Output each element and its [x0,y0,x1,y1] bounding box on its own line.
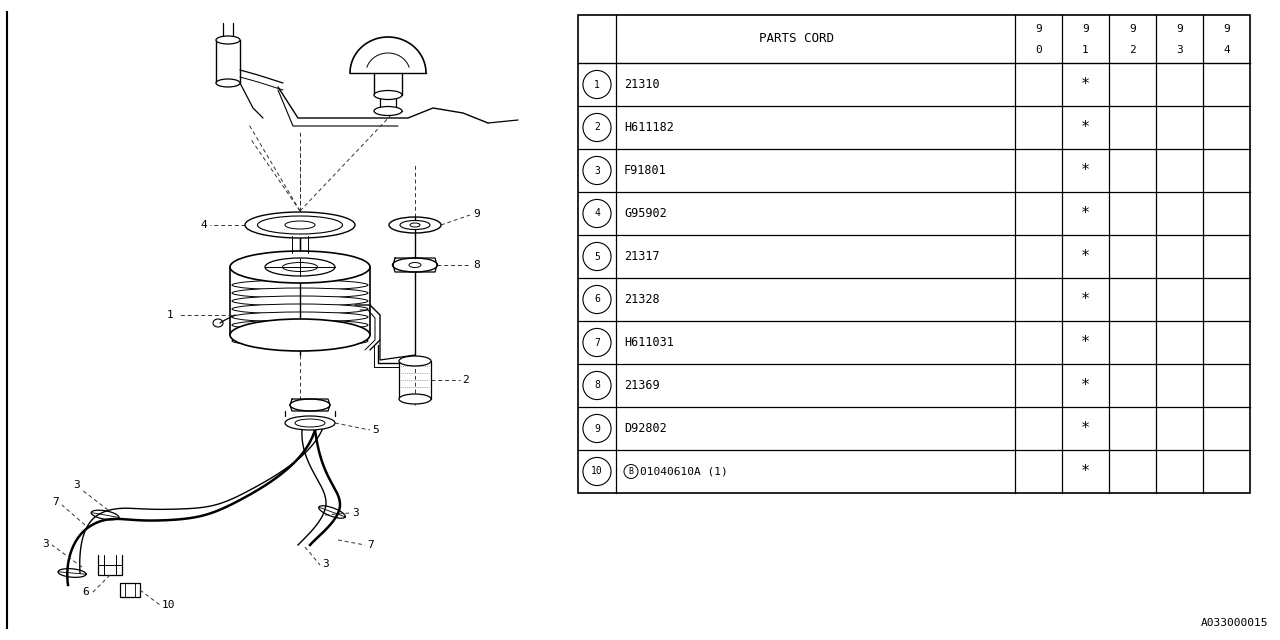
Text: 9: 9 [594,424,600,433]
Ellipse shape [399,394,431,404]
Text: 21317: 21317 [625,250,659,263]
Text: *: * [1080,378,1091,393]
Text: 9: 9 [1129,24,1135,35]
Text: 3: 3 [73,480,79,490]
Ellipse shape [374,106,402,115]
Bar [579,15,1251,493]
Text: 9: 9 [474,209,480,219]
Text: F91801: F91801 [625,164,667,177]
Text: 6: 6 [594,294,600,305]
Ellipse shape [232,304,369,314]
Text: 21328: 21328 [625,293,659,306]
Text: 10: 10 [591,467,603,477]
Text: 9: 9 [1082,24,1089,35]
Ellipse shape [399,221,430,230]
Text: *: * [1080,206,1091,221]
Text: 21310: 21310 [625,78,659,91]
Text: 1: 1 [1082,45,1089,54]
Ellipse shape [230,251,370,283]
Text: *: * [1080,249,1091,264]
Text: 5: 5 [372,425,379,435]
Text: 9: 9 [1224,24,1230,35]
Ellipse shape [244,212,355,238]
Ellipse shape [393,258,438,272]
Text: 9: 9 [1176,24,1183,35]
Ellipse shape [232,280,369,290]
Text: 3: 3 [594,166,600,175]
Text: 6: 6 [82,587,88,597]
Text: 7: 7 [594,337,600,348]
Ellipse shape [232,296,369,306]
Text: 2: 2 [462,375,468,385]
Ellipse shape [232,336,369,346]
Text: 0: 0 [1036,45,1042,54]
Text: 5: 5 [594,252,600,262]
Text: 9: 9 [1036,24,1042,35]
Ellipse shape [216,79,241,87]
Text: 21369: 21369 [625,379,659,392]
Text: B: B [628,467,634,476]
Text: PARTS CORD: PARTS CORD [759,33,835,45]
Text: 4: 4 [1224,45,1230,54]
Ellipse shape [389,217,442,233]
Text: A033000015: A033000015 [1201,618,1268,628]
Ellipse shape [265,258,335,276]
Text: *: * [1080,421,1091,436]
Ellipse shape [230,319,370,351]
Ellipse shape [257,216,343,234]
Text: 3: 3 [323,559,329,569]
Ellipse shape [232,288,369,298]
Text: 3: 3 [352,508,358,518]
Ellipse shape [410,262,421,268]
Ellipse shape [216,36,241,44]
Text: *: * [1080,77,1091,92]
Text: 4: 4 [200,220,207,230]
Text: *: * [1080,163,1091,178]
Text: *: * [1080,335,1091,350]
Ellipse shape [285,416,335,430]
Ellipse shape [232,320,369,330]
Text: *: * [1080,292,1091,307]
Text: 4: 4 [594,209,600,218]
Text: 8: 8 [474,260,480,270]
Text: 01040610A (1): 01040610A (1) [640,467,728,477]
Text: G95902: G95902 [625,207,667,220]
Text: D92802: D92802 [625,422,667,435]
Ellipse shape [283,262,317,271]
Ellipse shape [232,312,369,322]
Ellipse shape [399,356,431,366]
Text: *: * [1080,464,1091,479]
Text: 10: 10 [163,600,175,610]
Text: 1: 1 [166,310,174,320]
Text: 3: 3 [1176,45,1183,54]
Text: 7: 7 [52,497,59,507]
Ellipse shape [232,328,369,338]
Text: *: * [1080,120,1091,135]
Text: 7: 7 [367,540,374,550]
Text: 1: 1 [594,79,600,90]
Ellipse shape [374,90,402,99]
Text: H611031: H611031 [625,336,673,349]
Ellipse shape [285,221,315,229]
Ellipse shape [291,399,330,411]
Text: 2: 2 [1129,45,1135,54]
Text: 8: 8 [594,381,600,390]
Ellipse shape [294,419,325,427]
Text: 3: 3 [42,539,49,549]
Text: 2: 2 [594,122,600,132]
Text: H611182: H611182 [625,121,673,134]
Ellipse shape [410,223,420,227]
